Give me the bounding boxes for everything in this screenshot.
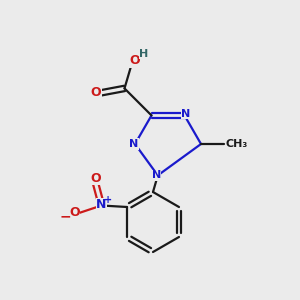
Text: O: O (69, 206, 80, 220)
Text: −: − (60, 210, 72, 224)
Text: H: H (140, 49, 148, 59)
Text: N: N (182, 109, 190, 119)
Text: O: O (90, 172, 101, 185)
Text: CH₃: CH₃ (225, 139, 247, 149)
Text: N: N (152, 170, 161, 180)
Text: O: O (130, 54, 140, 67)
Text: N: N (129, 139, 138, 149)
Text: N: N (96, 198, 107, 212)
Text: +: + (104, 195, 112, 205)
Text: O: O (90, 86, 101, 99)
